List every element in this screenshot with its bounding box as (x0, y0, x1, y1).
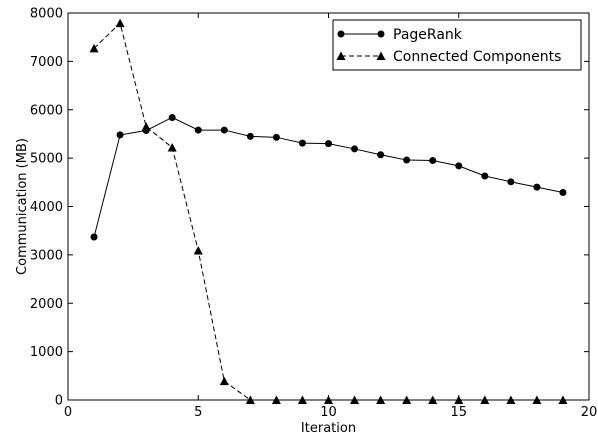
legend-marker-connected-components-end (376, 51, 386, 60)
data-point-connected-components (167, 142, 177, 152)
data-point-connected-components (428, 395, 438, 404)
legend: PageRank Connected Components (332, 19, 582, 71)
y-tick-label: 0 (55, 394, 63, 409)
data-point-pagerank (272, 133, 280, 141)
data-point-connected-components (219, 376, 229, 386)
data-point-pagerank (533, 183, 541, 191)
data-point-pagerank (481, 172, 489, 180)
legend-marker-connected-components (336, 51, 346, 60)
data-point-connected-components (141, 122, 151, 131)
data-point-connected-components (350, 395, 360, 404)
data-point-connected-components (193, 246, 203, 255)
data-point-connected-components (376, 395, 386, 404)
x-tick-label: 15 (450, 405, 467, 420)
data-point-pagerank (507, 178, 515, 186)
x-axis: 0 5 10 15 20 (64, 13, 597, 420)
data-point-connected-components (89, 43, 99, 53)
y-tick-label: 8000 (30, 7, 63, 22)
data-point-pagerank (194, 126, 202, 134)
data-point-connected-components (324, 395, 333, 404)
legend-marker-pagerank-end (377, 30, 385, 38)
x-tick-label: 0 (64, 405, 72, 420)
legend-label-pagerank: PageRank (393, 27, 463, 43)
data-point-pagerank (220, 126, 228, 134)
x-tick-label: 10 (320, 405, 337, 420)
series-layer (89, 18, 568, 404)
data-point-pagerank (429, 157, 437, 165)
legend-box (332, 19, 582, 71)
y-tick-label: 2000 (30, 297, 63, 312)
y-tick-label: 3000 (30, 248, 63, 263)
data-point-pagerank (116, 131, 124, 139)
y-tick-label: 5000 (30, 152, 63, 167)
y-axis: 0 1000 2000 3000 4000 5000 6000 7000 8000 (30, 7, 589, 409)
legend-marker-pagerank (337, 30, 345, 38)
data-point-pagerank (325, 140, 332, 148)
x-tick-label: 5 (194, 405, 202, 420)
data-point-pagerank (351, 145, 359, 153)
x-axis-label: Iteration (301, 421, 356, 436)
data-point-pagerank (559, 188, 567, 196)
data-point-connected-components (271, 395, 281, 404)
data-point-pagerank (298, 139, 306, 147)
y-tick-label: 1000 (30, 345, 63, 360)
data-point-pagerank (403, 156, 411, 164)
plot-frame (67, 12, 590, 401)
data-point-pagerank (246, 132, 254, 140)
data-point-connected-components (506, 395, 516, 404)
data-point-pagerank (377, 151, 385, 159)
y-tick-label: 4000 (30, 200, 63, 215)
data-point-pagerank (168, 113, 176, 121)
y-tick-label: 6000 (30, 103, 63, 118)
data-point-pagerank (455, 162, 463, 170)
series-line-pagerank (93, 116, 564, 238)
data-point-connected-components (454, 395, 464, 404)
series-line-connected-components (93, 22, 563, 401)
data-point-connected-components (245, 395, 255, 404)
data-point-connected-components (558, 395, 568, 404)
y-tick-label: 7000 (30, 55, 63, 70)
data-point-connected-components (532, 395, 542, 404)
data-point-connected-components (297, 395, 307, 404)
y-axis-label: Communication (MB) (15, 138, 30, 275)
data-point-pagerank (90, 233, 98, 241)
data-point-connected-components (402, 395, 412, 404)
data-point-connected-components (115, 18, 125, 28)
data-point-connected-components (480, 395, 490, 404)
legend-label-connected-components: Connected Components (393, 49, 561, 65)
x-tick-label: 20 (581, 405, 598, 420)
